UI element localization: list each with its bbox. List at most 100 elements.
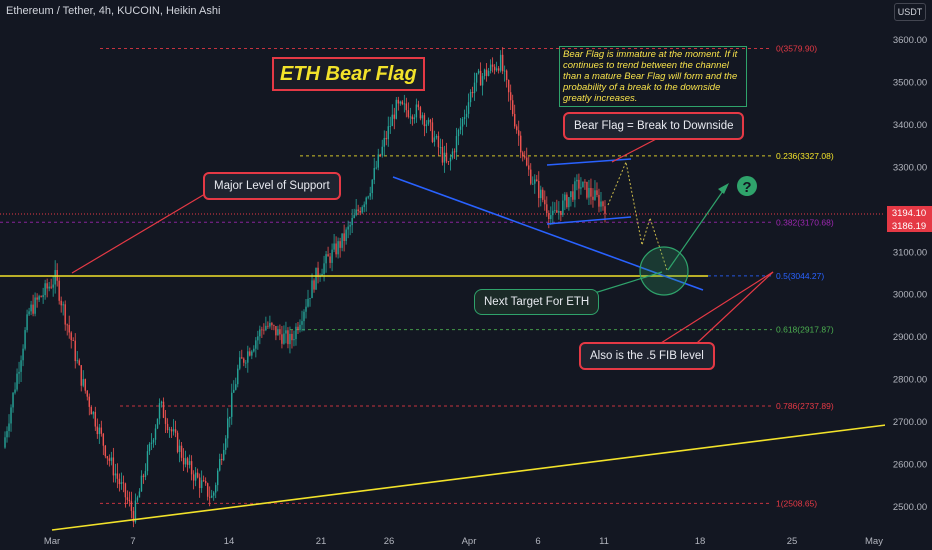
candle-body (405, 103, 408, 111)
candle-body (307, 298, 309, 307)
candle-body (381, 146, 383, 156)
candle-body (66, 324, 68, 326)
candle-body (210, 495, 213, 498)
candle-body (98, 427, 101, 435)
candle-body (273, 325, 275, 327)
candle-body (263, 329, 265, 331)
candle-body (534, 179, 536, 184)
candle-body (144, 471, 147, 477)
candle-body (96, 426, 99, 435)
candle-body (331, 249, 333, 263)
candle-body (520, 135, 522, 153)
candle-body (245, 362, 247, 364)
candle-body (128, 499, 131, 502)
candle-body (413, 117, 416, 120)
candle-body (212, 492, 215, 496)
candle-body (497, 68, 500, 71)
candle-body (130, 501, 133, 511)
candle-body (221, 458, 223, 461)
last-price-tag (887, 206, 932, 219)
candle-body (501, 54, 504, 72)
candle-body (16, 373, 18, 390)
fib-label: 0.382(3170.68) (776, 217, 834, 227)
candle-body (293, 339, 295, 341)
candle-body (564, 194, 566, 201)
candle-body (28, 311, 30, 315)
candle-body (453, 151, 456, 153)
candle-body (279, 329, 281, 335)
candle-body (447, 161, 450, 163)
candle-body (473, 82, 476, 94)
candle-body (102, 433, 105, 446)
candle-body (495, 68, 498, 71)
fib-label: 0.786(2737.89) (776, 401, 834, 411)
candle-body (419, 107, 422, 119)
currency-badge[interactable]: USDT (894, 3, 926, 21)
candle-body (337, 241, 339, 255)
candle-body (134, 500, 137, 523)
fib-pointer-a (660, 271, 774, 344)
candle-body (112, 457, 115, 476)
fib-label: 0(3579.90) (776, 44, 817, 54)
candle-body (150, 442, 153, 445)
candle-body (74, 340, 76, 362)
candle-body (469, 91, 472, 103)
candle-body (509, 92, 512, 101)
candle-body (321, 273, 323, 277)
price-axis[interactable]: 2500.00 2600.00 2700.00 2800.00 2900.00 3000.… (885, 25, 932, 550)
candle-body (339, 241, 341, 248)
candle-body (148, 444, 151, 452)
callout-major-support: Major Level of Support (203, 172, 341, 200)
candle-body (532, 183, 534, 185)
candle-body (355, 209, 357, 216)
candle-body (347, 226, 349, 230)
candle-body (194, 472, 197, 481)
candle-body (600, 201, 602, 207)
y-tick-label: 3300.00 (893, 162, 927, 173)
candle-body (196, 472, 199, 478)
candle-body (283, 333, 285, 344)
fib-label: 1(2508.65) (776, 498, 817, 508)
y-tick-label: 3000.00 (893, 290, 927, 301)
x-tick-label: 6 (535, 536, 540, 547)
candle-body (363, 204, 365, 208)
candle-body (552, 210, 554, 216)
flag-bottom (546, 216, 632, 225)
candle-body (530, 169, 532, 184)
candle-body (265, 325, 267, 331)
candle-body (52, 284, 54, 288)
x-tick-label: 18 (695, 536, 706, 547)
candle-body (439, 147, 442, 148)
candle-body (206, 483, 209, 497)
symbol-title[interactable]: Ethereum / Tether, 4h, KUCOIN, Heikin As… (6, 5, 221, 17)
candle-body (104, 445, 107, 457)
candle-body (584, 181, 586, 183)
candle-body (275, 326, 277, 336)
x-tick-label: May (865, 536, 883, 547)
candle-body (100, 427, 103, 434)
candle-body (186, 458, 189, 465)
candle-body (592, 196, 594, 200)
candle-body (542, 189, 544, 200)
candle-body (391, 114, 393, 127)
candle-body (32, 304, 34, 314)
candle-body (44, 283, 46, 296)
candle-body (118, 478, 121, 485)
candle-body (371, 179, 373, 194)
candle-body (379, 154, 381, 156)
candle-body (351, 217, 353, 226)
candle-body (36, 297, 38, 300)
candle-body (602, 201, 604, 207)
time-axis[interactable]: Mar 7 14 21 26 Apr 6 11 18 25 May (0, 531, 932, 550)
candle-body (493, 66, 496, 71)
candle-body (110, 457, 113, 461)
target-circle (639, 246, 689, 296)
candle-body (513, 114, 516, 127)
candle-body (367, 196, 369, 198)
candle-body (26, 314, 28, 331)
candle-body (204, 481, 207, 484)
candle-body (479, 70, 482, 86)
candle-body (114, 473, 117, 476)
candle-body (106, 456, 109, 459)
